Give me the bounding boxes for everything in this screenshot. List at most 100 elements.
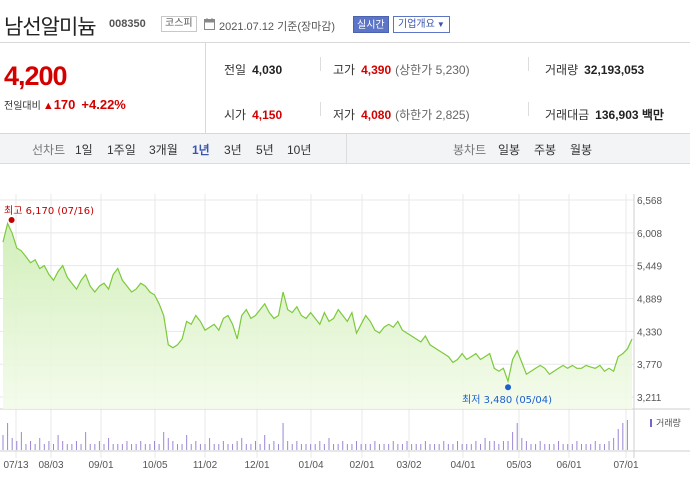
- price-chart[interactable]: 6,568 6,008 5,449 4,889 4,330 3,770 3,211 07/1…: [0, 164, 690, 481]
- volume-bar: [420, 444, 422, 450]
- company-overview-button[interactable]: 기업개요 ▼: [393, 16, 450, 33]
- change-line: 전일대비 ▲170 +4.22%: [4, 97, 126, 112]
- volume-bar: [222, 441, 224, 450]
- tab-3y[interactable]: 3년: [224, 143, 242, 157]
- volume-bar: [567, 444, 569, 450]
- divider: [320, 102, 321, 116]
- volume-bar: [11, 438, 13, 450]
- volume-bar: [140, 441, 142, 450]
- volume-bar: [406, 441, 408, 450]
- volume-bar: [144, 444, 146, 450]
- volume-bar: [264, 435, 266, 450]
- y-tick-label: 4,330: [637, 327, 662, 338]
- divider: [528, 57, 529, 71]
- volume-bar: [484, 438, 486, 450]
- volume-bar: [571, 444, 573, 450]
- tab-3m[interactable]: 3개월: [149, 143, 178, 157]
- volume-bar: [558, 441, 560, 450]
- x-tick-label: 02/01: [349, 460, 374, 471]
- volume-bar: [411, 444, 413, 450]
- volume-bar: [218, 444, 220, 450]
- volume-bar: [553, 444, 555, 450]
- tab-10y[interactable]: 10년: [287, 143, 312, 157]
- volume-bar: [457, 441, 459, 450]
- volume-bar: [154, 441, 156, 450]
- volume-bar: [392, 441, 394, 450]
- volume-bar: [617, 429, 619, 450]
- volume-bar: [443, 441, 445, 450]
- volume-bar: [227, 444, 229, 450]
- volume-legend-icon: [650, 419, 652, 427]
- volume-bar: [599, 444, 601, 450]
- x-tick-label: 07/13: [3, 460, 28, 471]
- high-marker: [8, 217, 15, 223]
- tab-1y[interactable]: 1년: [192, 143, 210, 157]
- tab-5y[interactable]: 5년: [256, 143, 274, 157]
- volume-bar: [149, 444, 151, 450]
- volume-bar: [117, 444, 119, 450]
- volume-bar: [424, 441, 426, 450]
- volume-bar: [356, 441, 358, 450]
- open-label: 시가: [224, 108, 247, 122]
- realtime-button[interactable]: 실시간: [353, 16, 389, 33]
- volume-bar: [388, 444, 390, 450]
- volume-bar: [310, 444, 312, 450]
- volume-bar: [94, 444, 96, 450]
- x-tick-label: 08/03: [38, 460, 63, 471]
- volume-bar: [305, 444, 307, 450]
- volume-bar: [374, 441, 376, 450]
- volume-bar: [590, 444, 592, 450]
- volume-bar: [71, 444, 73, 450]
- volume-bar: [108, 438, 110, 450]
- upper-limit: (상한가 5,230): [395, 63, 470, 77]
- volume-bar: [479, 444, 481, 450]
- company-overview-label: 기업개요: [398, 19, 435, 30]
- turnover-value: 136,903 백만: [595, 108, 664, 122]
- volume-bar: [232, 444, 234, 450]
- volume-bar: [401, 444, 403, 450]
- volume-bar: [172, 441, 174, 450]
- tab-monthly[interactable]: 월봉: [570, 143, 593, 157]
- tab-weekly[interactable]: 주봉: [534, 143, 557, 157]
- volume-bar: [62, 441, 64, 450]
- volume-bar: [273, 441, 275, 450]
- volume-bar: [516, 423, 518, 450]
- volume-bar: [328, 438, 330, 450]
- volume-bar: [277, 444, 279, 450]
- volume-bar: [351, 444, 353, 450]
- volume-bar: [585, 444, 587, 450]
- volume-bar: [2, 435, 4, 450]
- high-stat: 고가 4,390 (상한가 5,230): [333, 61, 470, 78]
- low-label: 저가: [333, 108, 356, 122]
- divider: [346, 134, 347, 164]
- volume-bar: [48, 441, 50, 450]
- price-chart-svg: 6,568 6,008 5,449 4,889 4,330 3,770 3,211 07/1…: [0, 194, 690, 471]
- volume-bar: [30, 441, 32, 450]
- x-tick-label: 01/04: [298, 460, 323, 471]
- volume-bar: [291, 444, 293, 450]
- volume-bar: [613, 438, 615, 450]
- volume-bar: [323, 444, 325, 450]
- tab-1w[interactable]: 1주일: [107, 143, 136, 157]
- chevron-down-icon: ▼: [436, 20, 445, 29]
- volume-bar: [89, 444, 91, 450]
- volume-bar: [525, 441, 527, 450]
- volume-bar: [346, 444, 348, 450]
- volume-bar: [369, 444, 371, 450]
- volume-bar: [452, 444, 454, 450]
- volume-bar: [126, 441, 128, 450]
- lower-limit: (하한가 2,825): [395, 108, 470, 122]
- y-tick-label: 6,568: [637, 196, 662, 207]
- y-tick-label: 4,889: [637, 295, 662, 306]
- volume-bar: [447, 444, 449, 450]
- price-summary: 4,200 전일대비 ▲170 +4.22% 전일 4,030 고가 4,390 (상한가…: [0, 42, 690, 134]
- volume-bar: [300, 444, 302, 450]
- volume-bar: [397, 444, 399, 450]
- volume-bar: [176, 444, 178, 450]
- volume-bar: [475, 441, 477, 450]
- volume-bar: [576, 441, 578, 450]
- tab-1d[interactable]: 1일: [75, 143, 93, 157]
- tab-daily[interactable]: 일봉: [498, 143, 521, 157]
- x-tick-label: 07/01: [613, 460, 638, 471]
- volume-bar: [378, 444, 380, 450]
